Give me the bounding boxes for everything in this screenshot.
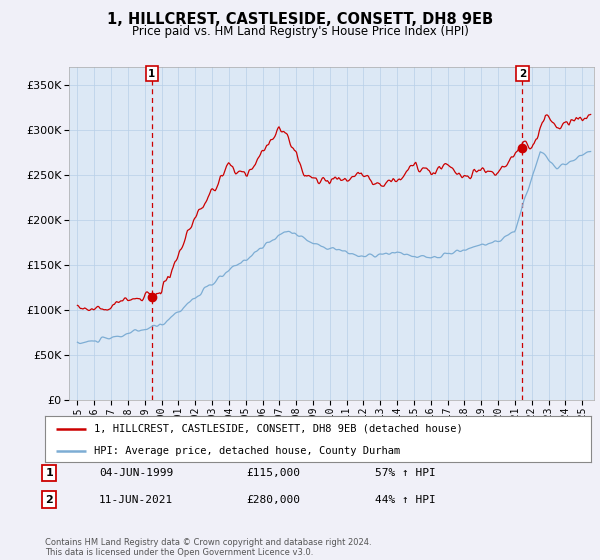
Text: 1, HILLCREST, CASTLESIDE, CONSETT, DH8 9EB (detached house): 1, HILLCREST, CASTLESIDE, CONSETT, DH8 9… (94, 424, 463, 434)
Text: £280,000: £280,000 (246, 494, 300, 505)
Text: £115,000: £115,000 (246, 468, 300, 478)
Text: 11-JUN-2021: 11-JUN-2021 (99, 494, 173, 505)
Text: 1, HILLCREST, CASTLESIDE, CONSETT, DH8 9EB: 1, HILLCREST, CASTLESIDE, CONSETT, DH8 9… (107, 12, 493, 27)
Text: 44% ↑ HPI: 44% ↑ HPI (375, 494, 436, 505)
Text: 57% ↑ HPI: 57% ↑ HPI (375, 468, 436, 478)
Text: Contains HM Land Registry data © Crown copyright and database right 2024.
This d: Contains HM Land Registry data © Crown c… (45, 538, 371, 557)
Text: 1: 1 (46, 468, 53, 478)
Text: Price paid vs. HM Land Registry's House Price Index (HPI): Price paid vs. HM Land Registry's House … (131, 25, 469, 38)
Text: 1: 1 (148, 69, 155, 79)
Text: HPI: Average price, detached house, County Durham: HPI: Average price, detached house, Coun… (94, 446, 400, 455)
Text: 04-JUN-1999: 04-JUN-1999 (99, 468, 173, 478)
Text: 2: 2 (518, 69, 526, 79)
Text: 2: 2 (46, 494, 53, 505)
